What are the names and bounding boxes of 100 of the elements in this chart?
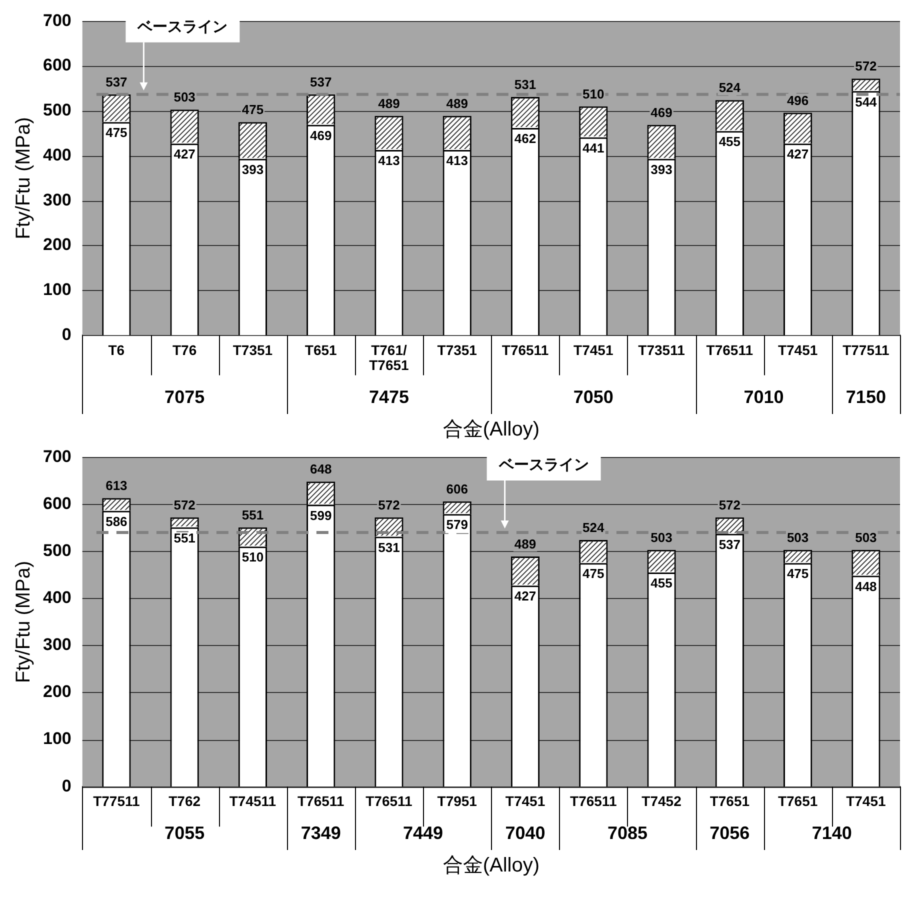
x-tick-label: T76511 [706, 342, 754, 358]
data-label: 455 [718, 134, 741, 150]
x-tick-label: T761/ T7651 [369, 342, 410, 374]
total-label: 537 [310, 74, 332, 90]
y-tick-label: 500 [42, 100, 72, 120]
x-tick-label: T77511 [93, 793, 140, 810]
x-tick-label: T7651 [710, 793, 750, 810]
total-label: 489 [378, 96, 400, 111]
total-label: 606 [446, 482, 468, 497]
y-tick-label: 400 [42, 145, 72, 164]
total-label: 489 [514, 536, 536, 552]
total-label: 572 [855, 58, 877, 74]
y-tick-label: 200 [42, 235, 72, 254]
x-tick-label: T7452 [642, 793, 682, 810]
x-tick-label: T73511 [638, 342, 686, 358]
text: 7085 [607, 822, 648, 843]
x-tick-label: T76511 [570, 793, 617, 810]
data-label: 441 [582, 140, 604, 156]
data-label: 469 [310, 128, 332, 143]
total-label: 524 [582, 520, 605, 536]
x-axis-title: 合金(Alloy) [442, 418, 540, 441]
data-label: 586 [106, 514, 128, 529]
total-label: 503 [174, 90, 196, 105]
data-label: 531 [378, 540, 400, 555]
total-label: 510 [582, 86, 604, 102]
total-label: 503 [786, 530, 809, 545]
total-label: 648 [310, 462, 332, 477]
y-tick-label: 200 [42, 682, 72, 702]
x-tick-label: T76511 [502, 342, 549, 358]
x-tick-label: T7451 [574, 342, 614, 358]
total-label: 572 [378, 498, 400, 513]
text: 7010 [744, 386, 784, 407]
text: 7475 [368, 386, 409, 407]
x-tick-label: T651 [304, 342, 338, 358]
data-label: 579 [446, 517, 468, 532]
data-label: 544 [855, 94, 878, 110]
text: 7140 [812, 822, 852, 843]
text: 7075 [164, 386, 205, 407]
text: 7449 [403, 822, 444, 843]
x-tick-label: T76 [172, 342, 197, 358]
y-tick-label: 0 [62, 776, 72, 796]
x-tick-label: T76511 [366, 793, 413, 810]
text: 7055 [164, 822, 205, 843]
x-tick-label: T7651 [778, 793, 818, 810]
data-label: 413 [378, 153, 400, 168]
total-label: 572 [718, 498, 741, 513]
y-tick-label: 700 [42, 10, 72, 30]
data-label: 393 [650, 162, 672, 177]
ref-line-label: ベースライン [498, 456, 589, 474]
ref-line-label: ベースライン [136, 18, 228, 36]
text: 7349 [300, 822, 341, 843]
data-label: 427 [174, 146, 196, 162]
data-label: 537 [718, 536, 741, 552]
y-tick-label: 400 [42, 588, 72, 608]
data-label: 455 [650, 576, 672, 591]
data-label: 413 [446, 153, 468, 168]
y-axis-title: Fty/Ftu (MPa) [12, 560, 35, 684]
text: 7050 [573, 386, 614, 407]
total-label: 613 [106, 478, 128, 494]
total-label: 524 [718, 80, 742, 96]
data-label: 510 [242, 550, 264, 565]
data-label: 475 [582, 566, 604, 582]
total-label: 537 [106, 74, 128, 90]
x-tick-label: T76511 [297, 793, 344, 810]
total-label: 503 [855, 530, 877, 545]
total-label: 496 [786, 92, 809, 108]
text: 7040 [505, 822, 546, 843]
data-label: 427 [514, 588, 536, 604]
data-label: 475 [786, 566, 809, 582]
y-tick-label: 500 [42, 541, 72, 560]
x-tick-label: T7451 [505, 793, 546, 810]
total-label: 531 [514, 77, 536, 92]
data-label: 462 [514, 131, 536, 146]
total-label: 572 [174, 498, 196, 513]
x-tick-label: T7351 [232, 342, 273, 358]
y-tick-label: 100 [42, 280, 72, 300]
total-label: 489 [446, 96, 468, 111]
data-label: 427 [786, 146, 809, 162]
x-tick-label: T6 [108, 342, 125, 358]
total-label: 469 [650, 104, 672, 120]
x-tick-label: T762 [168, 793, 201, 810]
y-tick-label: 300 [42, 635, 72, 654]
data-label: 551 [174, 530, 196, 546]
data-label: 599 [310, 508, 332, 523]
y-tick-label: 300 [42, 190, 72, 210]
x-tick-label: T74511 [229, 793, 276, 810]
x-tick-label: T77511 [842, 342, 890, 358]
total-label: 475 [242, 102, 264, 118]
text: 7150 [846, 386, 886, 407]
y-axis-title: Fty/Ftu (MPa) [12, 117, 35, 240]
y-tick-label: 100 [42, 729, 72, 748]
data-label: 393 [242, 162, 264, 177]
total-label: 551 [242, 507, 264, 522]
x-tick-label: T7451 [778, 342, 818, 358]
text: 7056 [710, 822, 750, 843]
x-axis-title: 合金(Alloy) [442, 854, 540, 877]
y-tick-label: 0 [62, 324, 72, 344]
x-tick-label: T7951 [437, 793, 478, 810]
x-tick-label: T7451 [846, 793, 886, 810]
y-tick-label: 600 [42, 494, 72, 513]
